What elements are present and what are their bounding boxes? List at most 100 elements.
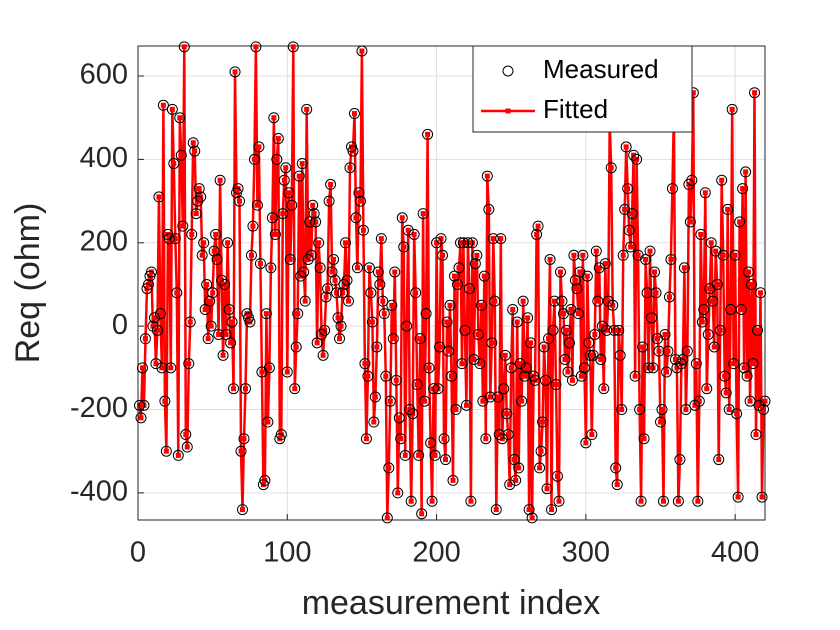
fitted-marker (501, 386, 507, 392)
fitted-marker (384, 515, 390, 521)
fitted-marker (226, 306, 232, 312)
measured-marker (381, 512, 393, 524)
fitted-marker (580, 252, 586, 258)
measured-marker (320, 291, 332, 303)
fitted-marker (350, 148, 356, 154)
measured-marker (365, 287, 377, 299)
measured-marker (471, 249, 483, 261)
fitted-marker (202, 306, 208, 312)
fitted-marker (490, 236, 496, 242)
fitted-marker (220, 352, 226, 358)
fitted-marker (313, 219, 319, 225)
fitted-marker (190, 140, 196, 146)
fitted-marker (151, 315, 157, 321)
fitted-marker (268, 265, 274, 271)
fitted-marker (595, 298, 601, 304)
measured-marker (595, 353, 607, 365)
fitted-marker (644, 290, 650, 296)
legend-box (472, 45, 693, 133)
measured-marker (674, 454, 686, 466)
fitted-marker (701, 306, 707, 312)
measured-marker (322, 283, 334, 295)
measured-marker (752, 324, 764, 336)
measured-marker (308, 208, 320, 220)
fitted-marker (517, 361, 523, 367)
measured-marker (237, 504, 248, 516)
fitted-marker (272, 231, 278, 237)
fitted-marker (353, 215, 359, 221)
fitted-marker (292, 386, 298, 392)
fitted-marker (380, 298, 386, 304)
measured-marker (311, 337, 323, 349)
fitted-marker (166, 236, 172, 242)
fitted-marker (553, 382, 559, 388)
fitted-marker (759, 494, 765, 500)
fitted-marker (635, 252, 641, 258)
fitted-marker (372, 394, 378, 400)
fitted-marker (278, 432, 284, 438)
measured-marker (622, 183, 634, 195)
fitted-marker (234, 190, 240, 196)
fitted-marker (481, 273, 487, 279)
measured-marker (554, 266, 566, 278)
measured-marker (505, 362, 517, 374)
fitted-marker (554, 473, 560, 479)
fitted-marker (466, 286, 472, 292)
measured-marker (690, 358, 702, 370)
fitted-marker (337, 336, 343, 342)
fitted-marker (714, 281, 720, 287)
fitted-marker (172, 236, 178, 242)
fitted-marker (740, 186, 746, 192)
measured-marker (607, 299, 619, 311)
measured-marker (401, 320, 413, 332)
measured-marker (411, 379, 423, 391)
fitted-marker (283, 165, 289, 171)
fitted-marker (447, 302, 453, 308)
measured-marker (490, 504, 502, 516)
fitted-marker (354, 265, 360, 271)
measured-marker (284, 253, 296, 265)
measured-marker (328, 253, 340, 265)
measured-marker (457, 237, 469, 249)
measured-marker (226, 316, 238, 328)
fitted-marker (163, 448, 169, 454)
measured-marker (290, 341, 302, 353)
fitted-marker (274, 156, 280, 162)
fitted-marker (186, 361, 192, 367)
fitted-marker (705, 331, 711, 337)
fitted-marker (698, 231, 704, 237)
fitted-marker (214, 256, 220, 262)
fitted-marker (569, 377, 575, 383)
measured-marker (277, 208, 289, 220)
fitted-marker (290, 44, 296, 50)
fitted-marker (647, 248, 653, 254)
measured-marker (386, 299, 398, 311)
fitted-marker (578, 373, 584, 379)
measured-marker (342, 295, 354, 307)
fitted-marker (550, 327, 556, 333)
fitted-marker (749, 281, 755, 287)
fitted-marker (477, 361, 483, 367)
fitted-marker (369, 319, 375, 325)
fitted-marker (632, 373, 638, 379)
fitted-marker (387, 398, 393, 404)
measured-marker (434, 341, 446, 353)
measured-marker (301, 103, 313, 115)
fitted-marker (144, 286, 150, 292)
measured-marker (749, 87, 761, 99)
fitted-marker (722, 373, 728, 379)
measured-marker (484, 391, 496, 403)
fitted-marker (572, 277, 578, 283)
fitted-marker (629, 211, 635, 217)
measured-marker (368, 416, 380, 428)
measured-marker (319, 324, 331, 336)
measured-marker (289, 383, 301, 395)
fitted-marker (187, 319, 193, 325)
measured-marker (371, 341, 383, 353)
measured-marker (681, 345, 693, 357)
fitted-marker (375, 269, 381, 275)
measured-marker (428, 383, 440, 395)
measured-marker (214, 174, 226, 186)
measured-marker (136, 362, 148, 374)
fitted-marker (441, 436, 447, 442)
